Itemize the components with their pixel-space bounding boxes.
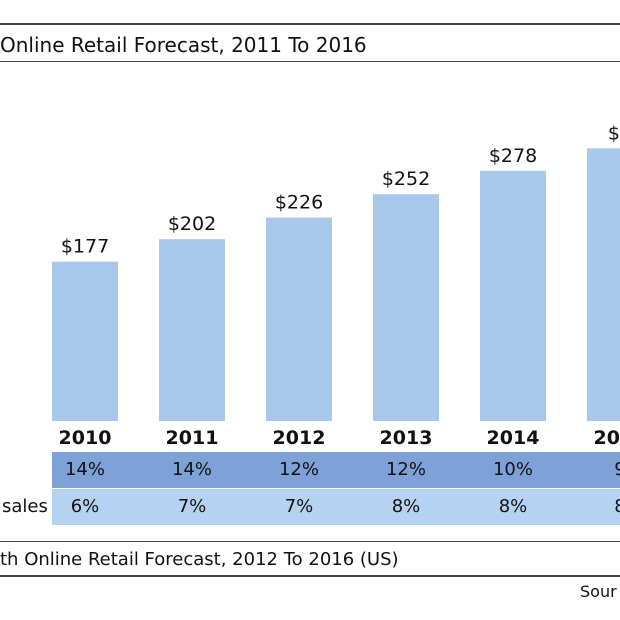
table-cell-2011: 14% (171, 459, 212, 480)
source-note: Sour (580, 582, 617, 601)
value-label-2015: $3 (608, 122, 620, 144)
title-rule (0, 61, 620, 62)
value-label-2012: $226 (275, 192, 323, 214)
value-label-2013: $252 (382, 168, 430, 190)
x-tick-2011: 2011 (166, 427, 219, 449)
table-cell-2012: 12% (278, 459, 319, 480)
growth-row: 14% 14% 12% 12% 10% 9 (0, 452, 620, 488)
value-label-2010: $177 (61, 236, 109, 258)
table-cell-2014: 10% (492, 459, 533, 480)
bar-2015 (587, 148, 620, 422)
table-cell-2013: 8% (391, 496, 421, 517)
x-tick-2013: 2013 (380, 427, 433, 449)
value-label-2014: $278 (489, 145, 537, 167)
table-cell-2014: 8% (498, 496, 528, 517)
row-label: sales (2, 496, 48, 517)
table-cell-2011: 7% (177, 496, 207, 517)
table-cell-2015: 8 (614, 496, 620, 517)
footer-caption: th Online Retail Forecast, 2012 To 2016 … (0, 549, 399, 570)
x-tick-2014: 2014 (487, 427, 540, 449)
table-cell-2015: 9 (614, 459, 620, 480)
table-cell-2010: 14% (64, 459, 105, 480)
bar-2011 (159, 239, 225, 421)
table-row-band (52, 489, 620, 525)
x-tick-2015: 2015 (594, 427, 620, 449)
footer-top-rule (0, 541, 620, 542)
value-label-2011: $202 (168, 213, 216, 235)
top-rule (0, 23, 620, 25)
bar-2014 (480, 170, 546, 421)
share-of-sales-row: sales 6% 7% 7% 8% 8% 8 (0, 489, 620, 525)
bar-chart: $177 2010 $202 2011 $226 2012 $252 2013 $278 2014… (52, 122, 620, 449)
table-cell-2010: 6% (70, 496, 100, 517)
bar-2012 (266, 217, 332, 421)
footer-bottom-rule (0, 575, 620, 577)
table-cell-2012: 7% (284, 496, 314, 517)
chart-title: Online Retail Forecast, 2011 To 2016 (0, 33, 367, 57)
x-tick-2012: 2012 (273, 427, 326, 449)
x-tick-2010: 2010 (59, 427, 112, 449)
bar-2010 (52, 261, 118, 421)
table-cell-2013: 12% (385, 459, 426, 480)
table-row-band (52, 452, 620, 488)
bar-2013 (373, 194, 439, 421)
